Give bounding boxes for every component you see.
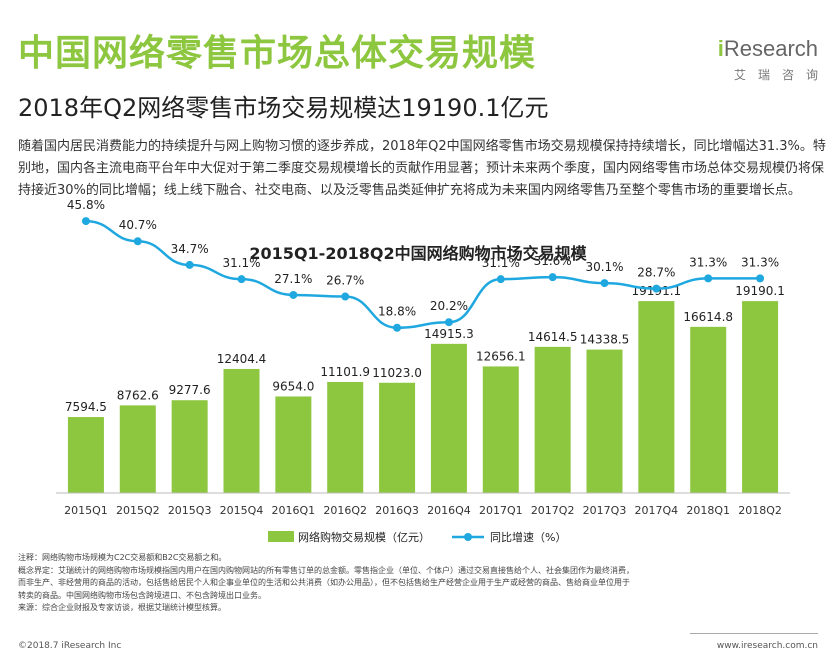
growth-point-2018Q1: [704, 274, 713, 283]
growth-label-2017Q4: 28.7%: [637, 266, 675, 280]
growth-point-2015Q4: [237, 275, 246, 284]
growth-label-2016Q4: 20.2%: [430, 299, 468, 313]
growth-point-2016Q3: [393, 323, 402, 332]
growth-label-2015Q3: 34.7%: [171, 242, 209, 256]
x-tick-label-2018Q2: 2018Q2: [738, 504, 782, 517]
bar-2016Q3: [379, 382, 416, 493]
definition-text-1: 概念界定：艾瑞统计的网络购物市场规模指国内用户在国内购物网站的所有零售订单的总金…: [18, 565, 634, 575]
bar-2015Q2: [119, 405, 156, 493]
growth-label-2018Q1: 31.3%: [689, 255, 727, 269]
x-tick-label-2017Q2: 2017Q2: [531, 504, 575, 517]
x-tick-label-2018Q1: 2018Q1: [686, 504, 730, 517]
bar-value-label-2016Q4: 14915.3: [424, 327, 474, 341]
page-title: 中国网络零售市场总体交易规模: [18, 33, 537, 74]
bar-value-label-2015Q1: 7594.5: [65, 400, 107, 414]
definition-text-3: 转卖的商品。中国网络购物市场包含跨境进口、不包含跨境出口业务。: [18, 590, 266, 600]
x-tick-label-2017Q4: 2017Q4: [635, 504, 679, 517]
bar-2015Q3: [171, 400, 208, 493]
summary-paragraph: 随着国内居民消费能力的持续提升与网上购物习惯的逐步养成，2018年Q2中国网络零…: [18, 139, 826, 198]
growth-label-2018Q2: 31.3%: [741, 255, 779, 269]
bar-value-label-2016Q1: 9654.0: [272, 379, 314, 393]
growth-label-2016Q2: 26.7%: [326, 274, 364, 288]
bar-value-label-2016Q3: 11023.0: [372, 366, 422, 380]
chart-title: 2015Q1-2018Q2中国网络购物市场交易规模: [249, 244, 587, 263]
brand-logo-text: iResearch: [717, 36, 818, 61]
bar-2018Q1: [690, 326, 727, 493]
growth-point-2017Q2: [548, 273, 557, 282]
bar-value-label-2015Q4: 12404.4: [217, 352, 267, 366]
growth-point-2015Q3: [185, 260, 194, 269]
brand-logo: iResearch 艾瑞咨询: [718, 36, 818, 83]
footer-divider: [690, 633, 818, 634]
page-subtitle: 2018年Q2网络零售市场交易规模达19190.1亿元: [18, 94, 549, 122]
bar-2015Q1: [67, 417, 104, 493]
growth-point-2015Q1: [81, 217, 90, 226]
growth-label-2017Q3: 30.1%: [585, 260, 623, 274]
x-tick-label-2017Q3: 2017Q3: [583, 504, 627, 517]
x-tick-label-2016Q1: 2016Q1: [272, 504, 316, 517]
growth-point-2016Q2: [341, 292, 350, 301]
bar-2016Q1: [275, 396, 312, 493]
bar-value-label-2017Q2: 14614.5: [528, 330, 578, 344]
note-text: 注释：网络购物市场规模为C2C交易额和B2C交易额之和。: [18, 553, 227, 562]
bar-2017Q1: [482, 366, 519, 493]
definition-text-2: 而非生产、非经营用的商品的活动，包括售给居民个人和企事业单位的生活和公共消费（如…: [18, 578, 630, 587]
legend-bar-label: 网络购物交易规模（亿元）: [298, 530, 430, 544]
growth-point-2015Q2: [133, 237, 142, 246]
bar-2016Q4: [430, 343, 467, 493]
growth-point-2016Q1: [289, 290, 298, 299]
growth-label-2015Q4: 31.1%: [222, 256, 260, 270]
bar-value-label-2017Q1: 12656.1: [476, 349, 526, 363]
combo-chart: 7594.5 2015Q1 8762.6 2015Q2 9277.6 2015Q3 1240…: [56, 198, 790, 544]
growth-label-2015Q1: 45.8%: [67, 198, 105, 212]
growth-label-2017Q1: 31.1%: [482, 256, 520, 270]
x-tick-label-2016Q2: 2016Q2: [323, 504, 367, 517]
x-tick-label-2015Q4: 2015Q4: [220, 504, 264, 517]
growth-point-2016Q4: [444, 318, 453, 327]
notes-block: 注释：网络购物市场规模为C2C交易额和B2C交易额之和。 概念界定：艾瑞统计的网…: [18, 552, 826, 615]
x-tick-label-2016Q3: 2016Q3: [375, 504, 419, 517]
bar-2016Q2: [327, 381, 364, 493]
growth-point-2017Q3: [600, 279, 609, 288]
bar-2018Q2: [742, 301, 779, 493]
growth-label-2015Q2: 40.7%: [119, 218, 157, 232]
growth-label-2016Q1: 27.1%: [274, 272, 312, 286]
legend-bar-swatch: [268, 531, 294, 542]
bar-2017Q2: [534, 346, 571, 493]
bar-2017Q4: [638, 301, 675, 493]
x-tick-label-2015Q2: 2015Q2: [116, 504, 160, 517]
legend-line-marker: [464, 533, 472, 541]
x-tick-label-2017Q1: 2017Q1: [479, 504, 523, 517]
growth-label-2016Q3: 18.8%: [378, 305, 416, 319]
x-tick-label-2015Q3: 2015Q3: [168, 504, 212, 517]
x-tick-label-2016Q4: 2016Q4: [427, 504, 471, 517]
copyright: ©2018.7 iResearch Inc: [18, 641, 122, 651]
brand-chinese-name: 艾瑞咨询: [733, 68, 830, 82]
bar-value-label-2018Q1: 16614.8: [683, 310, 733, 324]
bar-value-label-2017Q3: 14338.5: [580, 333, 630, 347]
x-tick-label-2015Q1: 2015Q1: [64, 504, 108, 517]
bar-2015Q4: [223, 368, 260, 493]
bar-value-label-2018Q2: 19190.1: [735, 284, 785, 298]
source-text: 来源：综合企业财报及专家访谈，根据艾瑞统计模型核算。: [18, 603, 226, 612]
bar-value-label-2015Q3: 9277.6: [169, 383, 211, 397]
bar-value-label-2015Q2: 8762.6: [117, 388, 159, 402]
bar-value-label-2016Q2: 11101.9: [320, 365, 370, 379]
legend-line-label: 同比增速（%）: [490, 530, 566, 544]
growth-point-2017Q4: [652, 284, 661, 293]
growth-point-2018Q2: [756, 274, 765, 283]
bar-2017Q3: [586, 349, 623, 493]
growth-point-2017Q1: [496, 275, 505, 284]
growth-label-2017Q2: 31.6%: [534, 254, 572, 268]
website-link[interactable]: www.iresearch.com.cn: [716, 641, 818, 651]
